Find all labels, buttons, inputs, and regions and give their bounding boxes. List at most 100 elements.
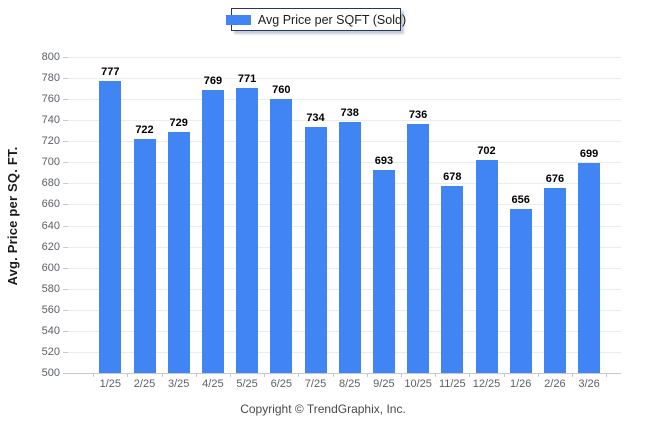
bar-3/26[interactable] [578,163,601,373]
bar-value-label: 760 [272,84,291,97]
x-tick-label: 1/26 [509,378,532,390]
legend-label: Avg Price per SQFT (Sold) [257,12,407,27]
y-axis-tick [63,183,68,185]
y-tick-label: 540 [41,324,60,337]
y-axis-tick [63,373,68,374]
x-axis-tick [469,373,471,377]
bar-value-label: 736 [408,109,428,122]
x-tick-label: 3/26 [578,378,600,390]
plot-area: 500 520 540 560 580 600 620 640 660 680 700 720 740 7… [42,51,621,390]
bar-value-label: 738 [340,107,359,120]
y-tick-label: 760 [41,93,60,106]
y-tick-label: 740 [41,114,60,127]
bar-2/26[interactable] [543,187,566,373]
gridline [68,99,621,101]
bar-9/25[interactable] [372,169,395,373]
bar-value-label: 656 [511,193,530,206]
bar-value-label: 676 [545,172,565,185]
bar-4/25[interactable] [201,89,224,373]
y-axis-title: Avg. Price per SQ. FT. [5,146,20,286]
x-tick-label: 2/25 [133,378,156,390]
bar-3/25[interactable] [167,131,190,373]
y-axis-tick [63,99,68,101]
x-axis-tick [606,373,608,377]
y-tick-label: 600 [41,261,60,274]
y-tick-label: 800 [41,51,60,63]
x-axis-tick [264,373,266,377]
x-axis-tick [366,373,368,377]
x-axis-tick [93,373,95,377]
bar-value-label: 702 [477,145,496,158]
x-tick-label: 11/25 [438,378,466,390]
x-tick-label: 2/26 [544,378,566,390]
bar-7/25[interactable] [304,126,327,373]
y-axis-tick [63,141,68,143]
y-axis-tick [63,120,68,122]
x-axis-tick [195,373,197,377]
y-axis-tick [63,162,68,164]
y-axis-tick [63,57,68,58]
x-tick-label: 9/25 [373,378,395,390]
bar-1/25[interactable] [99,81,122,373]
x-axis-tick [161,373,163,377]
x-tick-label: 6/25 [270,378,292,390]
gridline [68,78,621,80]
x-tick-label: 5/25 [236,378,258,390]
gridline [68,120,621,122]
x-tick-label: 1/25 [99,378,121,390]
y-tick-label: 720 [41,135,60,148]
bar-11/25[interactable] [441,185,464,373]
bar-value-label: 771 [237,72,257,85]
bar-5/25[interactable] [236,87,259,373]
bar-value-label: 722 [135,124,154,137]
y-axis-tick [63,309,68,311]
bar-8/25[interactable] [338,122,361,373]
y-tick-label: 500 [41,367,60,379]
x-axis-tick [537,373,539,377]
bar-value-label: 729 [169,116,188,129]
x-axis-tick [127,373,129,377]
y-tick-label: 680 [41,177,60,190]
gridline [68,57,621,58]
bar-12/25[interactable] [475,160,498,373]
bar-1/26[interactable] [509,208,532,373]
y-axis-tick [63,225,68,227]
y-tick-label: 520 [41,345,60,358]
gridline [68,373,621,374]
y-axis-tick [63,267,68,269]
x-axis-tick [298,373,300,377]
x-axis-tick [230,373,231,377]
x-tick-label: 3/25 [167,378,190,390]
bar-10/25[interactable] [407,124,430,373]
y-axis-tick [63,330,68,332]
x-axis-tick [503,373,505,377]
x-axis-tick [572,373,573,377]
x-tick-label: 7/25 [304,378,327,390]
x-axis-tick [401,373,402,377]
y-tick-label: 580 [41,282,60,295]
y-tick-label: 780 [41,72,60,85]
x-axis-tick [332,373,334,377]
bar-6/25[interactable] [270,99,293,373]
bar-value-label: 699 [579,148,599,161]
bar-value-label: 734 [306,111,325,124]
y-tick-label: 700 [41,156,60,169]
legend-swatch-icon [225,14,251,25]
bar-2/25[interactable] [133,139,156,373]
y-axis-tick [63,204,68,206]
bar-value-label: 678 [443,170,462,183]
y-axis-tick [63,288,68,290]
y-tick-label: 620 [41,240,60,253]
y-axis-tick [63,246,68,248]
bar-value-label: 769 [203,74,223,87]
chart-legend[interactable]: Avg Price per SQFT (Sold) [225,8,406,31]
y-tick-label: 640 [41,219,60,232]
y-tick-label: 660 [41,198,60,211]
y-axis-tick [63,351,68,353]
x-axis-tick [435,373,437,377]
x-tick-label: 10/25 [404,378,432,390]
y-tick-label: 560 [41,303,60,316]
bar-value-label: 777 [101,66,120,79]
copyright-text: Copyright © TrendGraphix, Inc. [240,402,406,416]
